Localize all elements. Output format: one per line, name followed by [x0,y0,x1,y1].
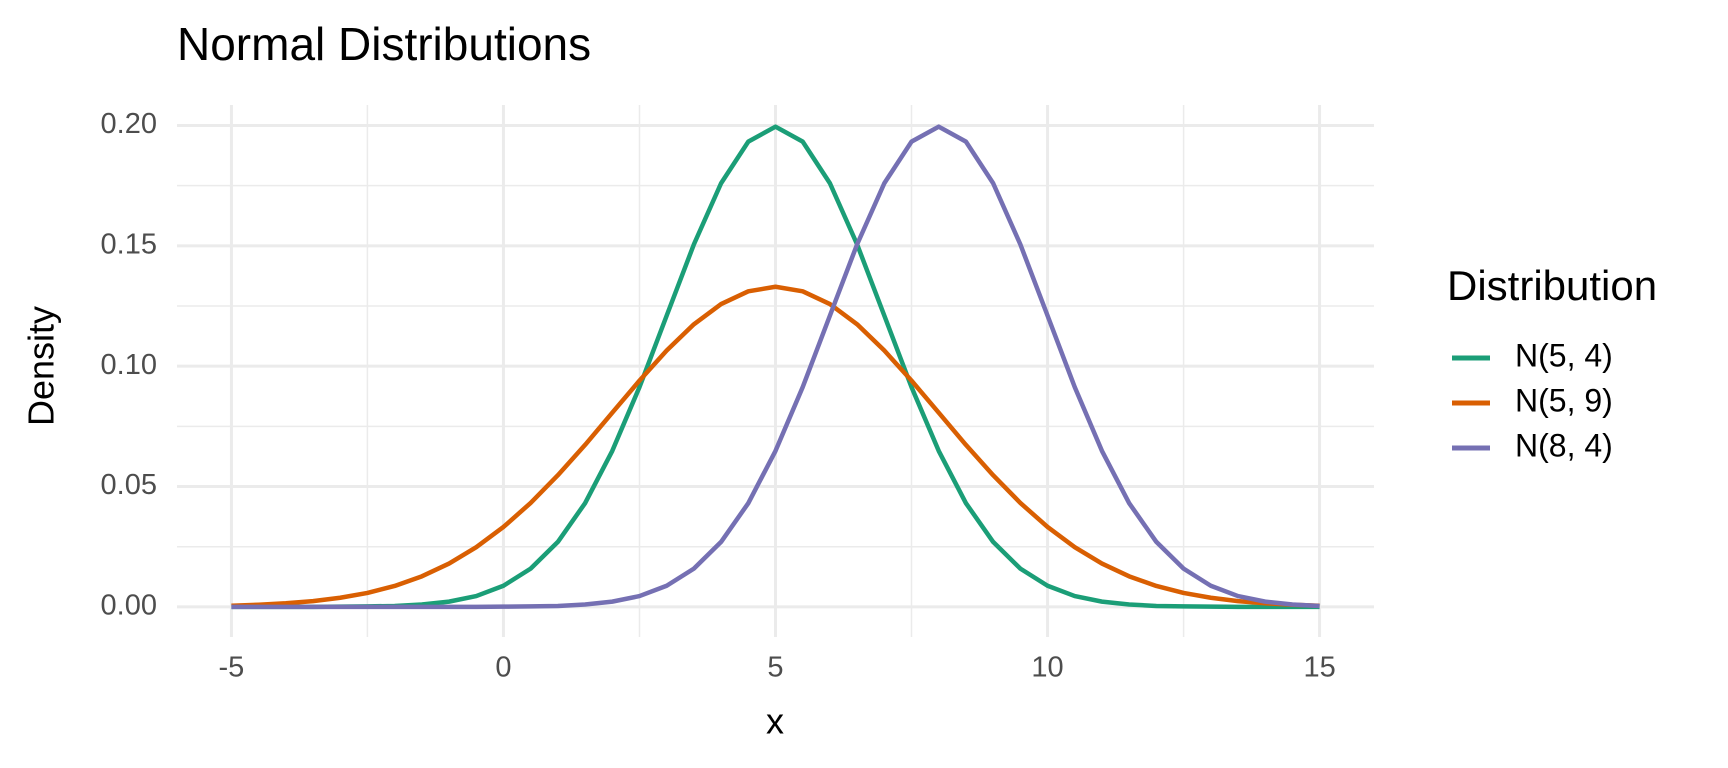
y-axis-label: Density [21,306,62,426]
y-tick-label: 0.00 [101,590,157,622]
legend-label: N(5, 4) [1515,337,1613,373]
y-tick-label: 0.10 [101,349,157,381]
x-tick-label: -5 [219,652,245,684]
line-series [231,124,1320,610]
x-axis-label: x [766,701,784,742]
y-tick-label: 0.20 [101,108,157,140]
y-tick-label: 0.15 [101,228,157,260]
x-tick-label: 0 [495,652,511,684]
x-tick-label: 15 [1303,652,1335,684]
x-tick-label: 5 [767,652,783,684]
y-tick-label: 0.05 [101,469,157,501]
legend-label: N(8, 4) [1515,427,1613,463]
line-series [231,284,1320,608]
legend-title: Distribution [1447,262,1657,309]
chart-title: Normal Distributions [177,18,591,70]
legend-label: N(5, 9) [1515,382,1613,418]
x-tick-label: 10 [1031,652,1063,684]
